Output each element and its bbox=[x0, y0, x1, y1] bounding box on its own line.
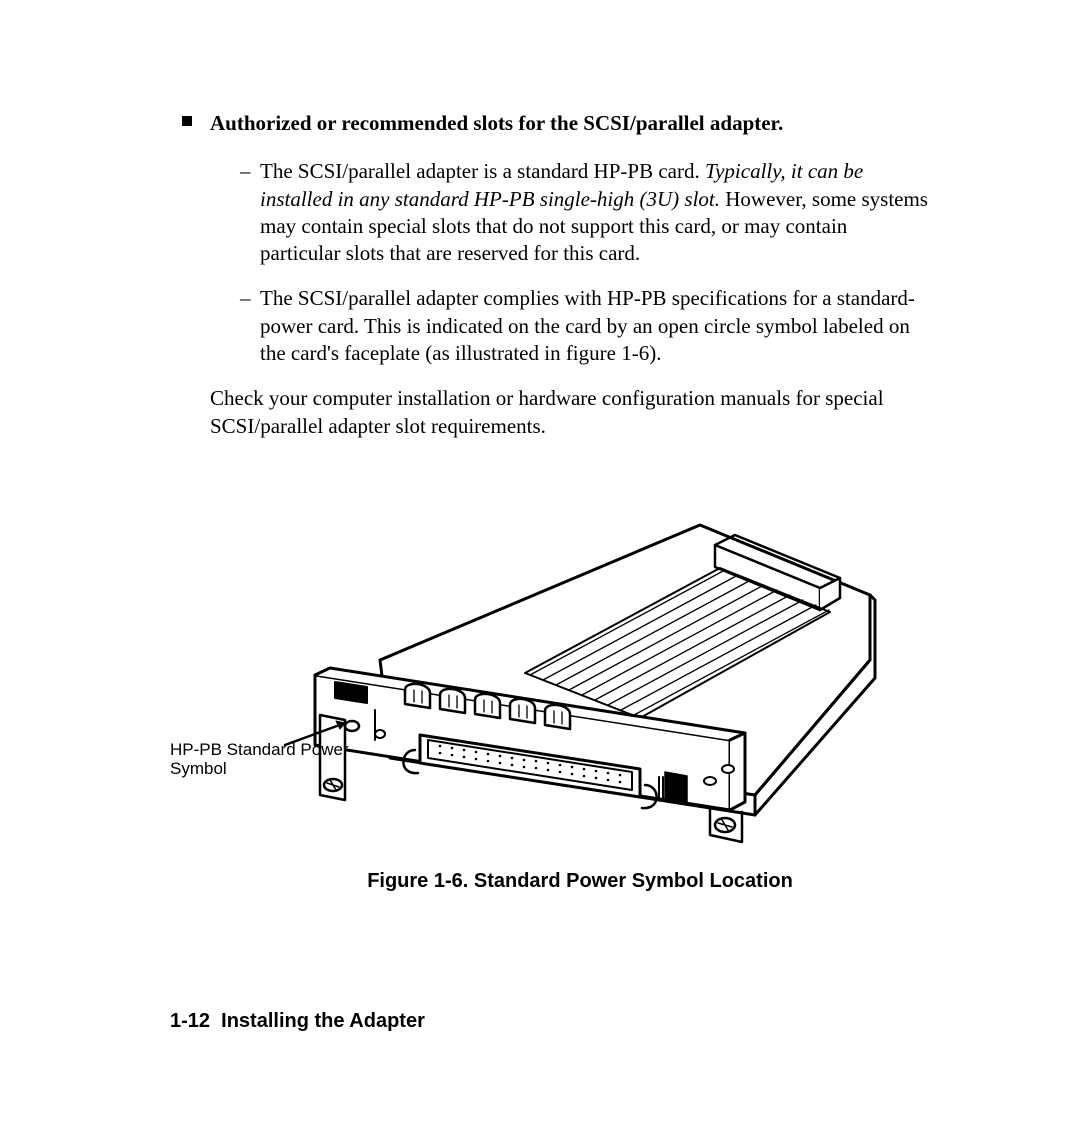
document-page: Authorized or recommended slots for the … bbox=[0, 0, 1080, 1143]
bullet-square-icon bbox=[182, 116, 192, 126]
sub-list: – The SCSI/parallel adapter is a standar… bbox=[210, 158, 930, 367]
sub1-pre: The SCSI/parallel adapter is a standard … bbox=[260, 159, 705, 183]
sub-item-1: – The SCSI/parallel adapter is a standar… bbox=[240, 158, 930, 267]
bullet-item: Authorized or recommended slots for the … bbox=[170, 110, 930, 367]
dash-icon: – bbox=[240, 158, 251, 185]
followup-paragraph: Check your computer installation or hard… bbox=[170, 385, 930, 440]
sub2-text: The SCSI/parallel adapter complies with … bbox=[260, 286, 915, 365]
figure-annotation: HP-PB Standard Power Symbol bbox=[170, 740, 370, 779]
annot-line2: Symbol bbox=[170, 759, 227, 778]
figure-caption: Figure 1-6. Standard Power Symbol Locati… bbox=[230, 870, 930, 893]
dash-icon: – bbox=[240, 285, 251, 312]
sub-item-2: – The SCSI/parallel adapter complies wit… bbox=[240, 285, 930, 367]
adapter-diagram bbox=[170, 490, 930, 860]
bullet-title: Authorized or recommended slots for the … bbox=[210, 111, 783, 135]
annot-line1: HP-PB Standard Power bbox=[170, 740, 349, 759]
page-number: 1-12 bbox=[170, 1010, 210, 1032]
figure: HP-PB Standard Power Symbol bbox=[170, 490, 930, 860]
page-footer: 1-12 Installing the Adapter bbox=[170, 1010, 425, 1033]
footer-title: Installing the Adapter bbox=[221, 1010, 425, 1032]
